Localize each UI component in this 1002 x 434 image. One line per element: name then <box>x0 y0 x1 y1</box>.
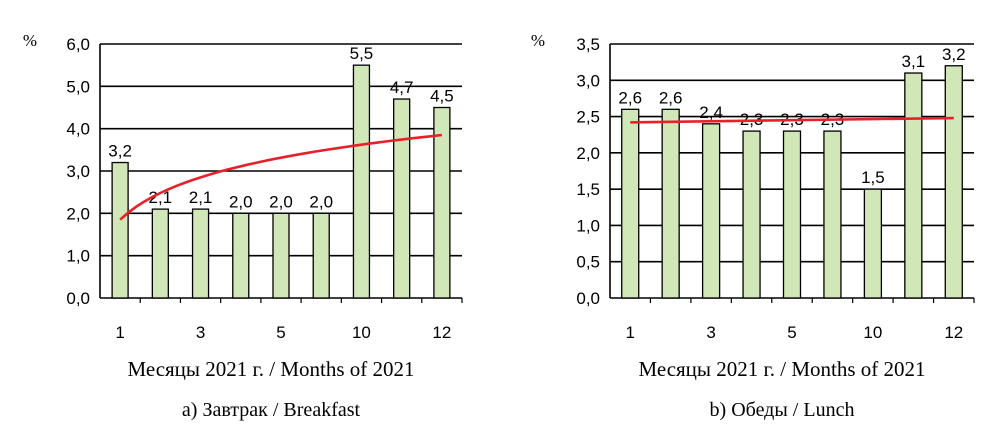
x-tick-label: 1 <box>625 323 634 342</box>
y-tick-label: 6,0 <box>66 35 90 54</box>
data-label: 2,1 <box>149 188 173 207</box>
y-tick-label: 1,5 <box>576 180 600 199</box>
bar <box>111 161 129 299</box>
data-label: 1,5 <box>861 168 885 187</box>
y-tick-label: 0,0 <box>576 289 600 308</box>
x-tick-label: 3 <box>706 323 715 342</box>
chart-caption: a) Завтрак / Breakfast <box>182 399 361 421</box>
bar <box>823 130 842 299</box>
trendline <box>119 133 443 221</box>
bar <box>863 188 883 299</box>
y-tick-label: 5,0 <box>66 77 90 96</box>
x-tick-label: 3 <box>196 323 205 342</box>
x-axis-title: Месяцы 2021 г. / Months of 2021 <box>638 357 925 381</box>
bar <box>742 130 761 299</box>
bar <box>352 64 371 299</box>
data-label: 5,5 <box>350 44 374 63</box>
y-tick-label: 0,5 <box>576 253 600 272</box>
x-tick-label: 10 <box>863 323 882 342</box>
y-tick-label: 3,0 <box>66 162 90 181</box>
bar <box>312 212 330 299</box>
y-unit-label: % <box>531 31 545 50</box>
x-tick-label: 12 <box>432 323 451 342</box>
bar <box>661 108 680 299</box>
y-tick-label: 0,0 <box>66 289 90 308</box>
x-axis-title: Месяцы 2021 г. / Months of 2021 <box>127 357 414 381</box>
data-label: 2,6 <box>618 88 642 107</box>
trendline <box>630 116 954 124</box>
chart-caption: b) Обеды / Lunch <box>710 399 855 421</box>
y-tick-label: 1,0 <box>66 247 90 266</box>
data-label: 2,6 <box>659 88 683 107</box>
bar <box>151 208 169 299</box>
data-label: 3,1 <box>902 52 926 71</box>
bar <box>944 65 963 299</box>
y-tick-label: 3,5 <box>576 35 600 54</box>
bar <box>621 108 640 299</box>
data-label: 4,7 <box>390 78 414 97</box>
y-tick-label: 3,0 <box>576 71 600 90</box>
bar <box>393 98 411 299</box>
bar <box>433 106 451 299</box>
y-unit-label: % <box>23 31 37 50</box>
x-tick-label: 1 <box>115 323 124 342</box>
y-tick-label: 2,5 <box>576 108 600 127</box>
bar <box>272 212 290 299</box>
data-label: 2,0 <box>269 192 293 211</box>
x-tick-label: 5 <box>787 323 796 342</box>
bar <box>782 130 802 299</box>
chart-lunch: 0,00,51,01,52,02,53,03,5%2,612,62,432,3 2… <box>531 31 975 421</box>
y-tick-label: 4,0 <box>66 120 90 139</box>
bar <box>904 72 923 299</box>
x-tick-label: 10 <box>352 323 371 342</box>
data-label: 2,4 <box>699 103 723 122</box>
data-label: 2,1 <box>189 188 213 207</box>
y-tick-label: 1,0 <box>576 216 600 235</box>
data-label: 3,2 <box>942 45 966 64</box>
y-tick-label: 2,0 <box>576 144 600 163</box>
x-tick-label: 5 <box>276 323 285 342</box>
data-label: 2,0 <box>229 192 253 211</box>
x-tick-label: 12 <box>944 323 963 342</box>
data-label: 3,2 <box>108 142 132 161</box>
chart-breakfast: 0,0 1,0 2,0 3,0 4,0 5,0 6,0% 3,2 1 2,1 2,1 3 2,0 2,0 5… <box>23 31 463 421</box>
bar <box>232 212 250 299</box>
bar <box>701 123 721 299</box>
data-label: 2,0 <box>309 192 333 211</box>
y-tick-label: 2,0 <box>66 204 90 223</box>
bar <box>191 208 210 299</box>
data-label: 4,5 <box>430 87 454 106</box>
